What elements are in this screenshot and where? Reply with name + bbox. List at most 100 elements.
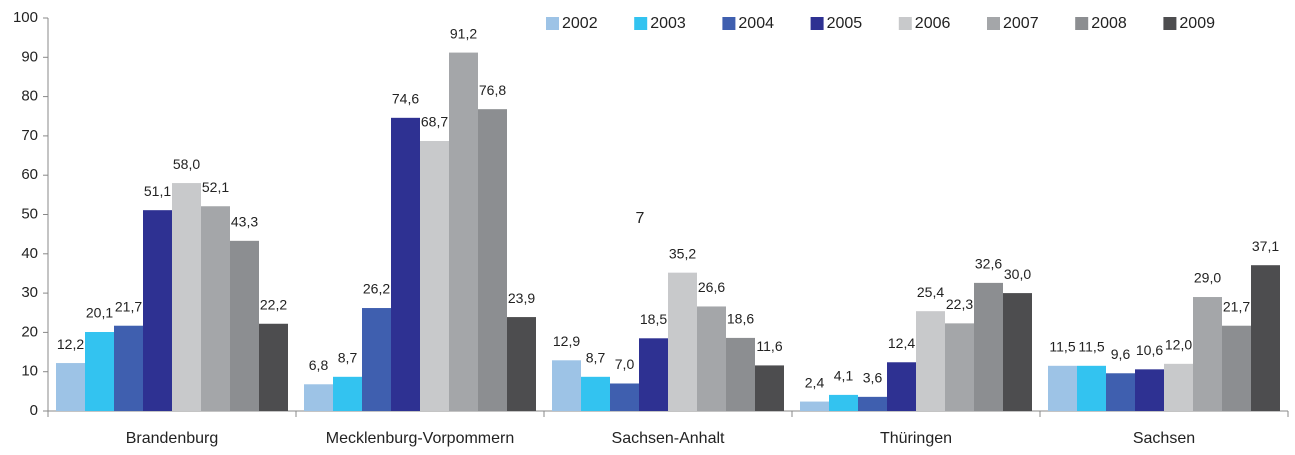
legend-swatch [1075,17,1089,30]
data-label: 6,8 [309,357,329,373]
data-label: 32,6 [975,256,1002,272]
legend-swatch [1163,17,1177,30]
legend-label: 2002 [562,15,598,32]
bar [697,306,726,411]
legend-swatch [546,17,559,30]
bar [304,384,333,411]
bar [610,383,639,411]
bar [259,323,288,411]
data-label: 58,0 [173,156,200,172]
x-tick-label: Brandenburg [126,430,219,447]
bar [916,311,945,411]
y-tick-label: 80 [21,88,38,105]
data-label: 12,4 [888,335,915,351]
legend-label: 2003 [650,15,686,32]
x-tick-label: Sachsen-Anhalt [612,430,726,447]
legend-label: 2008 [1091,15,1127,32]
data-label: 22,2 [260,296,287,312]
bar [1251,265,1280,411]
legend-label: 2006 [915,15,951,32]
legend-label: 2005 [827,15,863,32]
data-label: 37,1 [1252,238,1279,254]
y-tick-label: 60 [21,166,38,183]
data-label: 68,7 [421,114,448,130]
data-label: 18,5 [640,311,667,327]
data-label: 21,7 [115,298,142,314]
bar [829,394,858,411]
data-label: 29,0 [1194,270,1221,286]
y-tick-label: 0 [30,402,38,419]
data-label: 4,1 [834,368,854,384]
bar [726,337,755,411]
data-label: 26,2 [363,281,390,297]
data-label: 8,7 [586,350,606,366]
annotation: 7 [636,210,645,227]
data-label: 12,9 [553,333,580,349]
bar [362,308,391,411]
legend-label: 2007 [1003,15,1039,32]
data-label: 74,6 [392,91,419,107]
y-tick-label: 70 [21,127,38,144]
bar [449,52,478,412]
data-label: 11,5 [1078,339,1104,355]
bar [333,376,362,411]
data-label: 12,0 [1165,337,1192,353]
bar [172,183,201,411]
legend-swatch [722,17,736,30]
legend-swatch [634,17,648,30]
legend-swatch [987,17,1000,30]
data-label: 91,2 [450,25,477,41]
data-label: 11,5 [1049,339,1075,355]
data-label: 8,7 [338,350,358,366]
bar [114,325,143,411]
bar [478,109,507,412]
y-tick-label: 50 [21,205,38,222]
bar [143,210,172,411]
data-label: 25,4 [917,284,944,300]
x-tick-label: Thüringen [880,430,952,447]
y-tick-label: 30 [21,284,38,301]
bar [1106,373,1135,411]
bar [507,317,536,411]
bar [56,363,85,411]
bar [85,332,114,411]
data-label: 23,9 [508,290,535,306]
bar [1003,293,1032,411]
data-label: 21,7 [1223,298,1250,314]
data-label: 22,3 [946,296,973,312]
y-tick-label: 100 [13,9,38,26]
data-label: 3,6 [863,370,883,386]
bar [552,360,581,411]
bar [639,338,668,411]
data-label: 9,6 [1111,346,1131,362]
data-label: 35,2 [669,245,696,261]
bar [1048,365,1077,411]
data-label: 52,1 [202,179,229,195]
data-label: 43,3 [231,214,258,230]
bar [1164,363,1193,411]
bar [1135,369,1164,411]
bar [858,396,887,411]
bar [755,365,784,411]
data-label: 12,2 [57,336,84,352]
bar [974,282,1003,411]
bar [1193,297,1222,411]
x-tick-label: Sachsen [1133,430,1195,447]
data-label: 20,1 [86,305,113,321]
data-label: 10,6 [1136,342,1163,358]
bar [420,141,449,411]
data-label: 51,1 [144,183,171,199]
bar [230,240,259,411]
bar [800,401,829,411]
bar [945,323,974,411]
y-tick-label: 40 [21,245,38,262]
bar [887,362,916,411]
bar [1222,325,1251,411]
bar [581,376,610,411]
y-tick-label: 90 [21,48,38,65]
legend-label: 2004 [738,15,774,32]
bar [391,117,420,412]
bar [1077,365,1106,411]
data-label: 2,4 [805,374,825,390]
